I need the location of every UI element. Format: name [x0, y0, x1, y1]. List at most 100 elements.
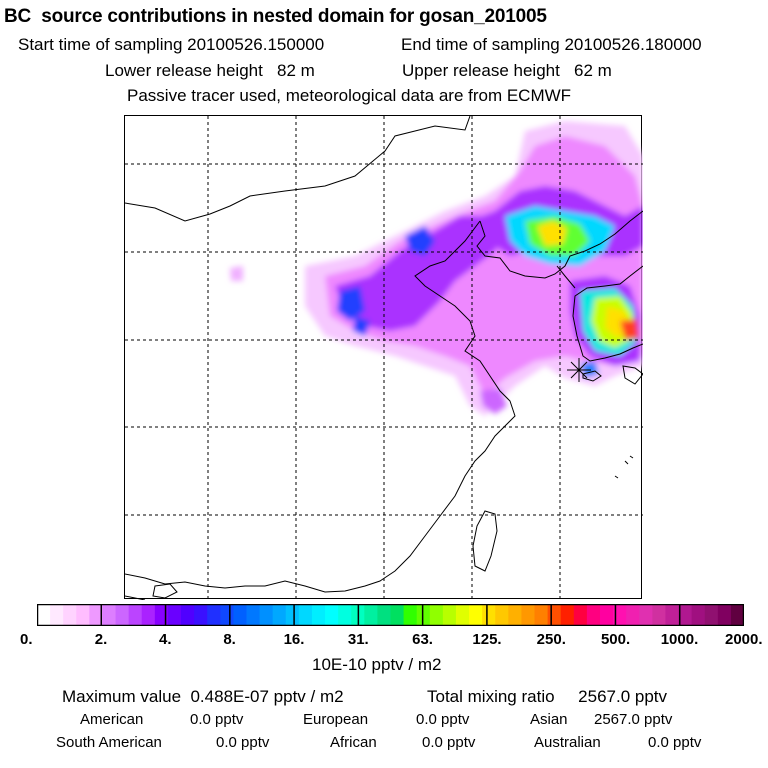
lower-release-height: Lower release height 82 m: [105, 61, 315, 80]
upper-release-height: Upper release height 62 m: [402, 61, 612, 80]
colorbar-svg: [36, 603, 745, 627]
asian-label: Asian: [530, 711, 568, 728]
colorbar-tick-label: 63.: [412, 631, 433, 648]
colorbar-cell: [285, 604, 300, 626]
colorbar-cell: [233, 604, 247, 626]
colorbar-cell: [573, 604, 588, 626]
colorbar-tick-label: 2000.: [725, 631, 763, 648]
map-canvas: [125, 116, 643, 600]
colorbar-cell: [298, 604, 313, 626]
colorbar-cell: [416, 604, 431, 626]
american-value: 0.0 pptv: [190, 711, 244, 728]
colorbar-cell: [586, 604, 601, 626]
plot-title: BC source contributions in nested domain…: [4, 6, 547, 27]
colorbar-cell: [272, 604, 287, 626]
release-site-star-icon: [567, 358, 591, 382]
taiwan: [472, 510, 498, 572]
colorbar-cell: [246, 604, 261, 626]
start-time: Start time of sampling 20100526.150000: [18, 35, 325, 54]
colorbar-cell: [311, 604, 326, 626]
colorbar-cell: [403, 604, 418, 626]
plume-blue: [337, 226, 435, 336]
colorbar-tick-label: 31.: [347, 631, 369, 648]
colorbar-cell: [691, 604, 706, 626]
source-contribution-map: [124, 115, 643, 600]
coastlines: [125, 116, 643, 600]
colorbar-cell: [429, 604, 444, 626]
colorbar-tick-label: 8.: [223, 631, 236, 648]
max-value: Maximum value 0.488E-07 pptv / m2: [62, 687, 344, 706]
american-label: American: [80, 711, 144, 728]
hainan: [152, 583, 178, 599]
colorbar-cell: [63, 604, 77, 626]
african-value: 0.0 pptv: [422, 734, 476, 751]
colorbar-unit-label: 10E-10 pptv / m2: [312, 655, 442, 674]
coastline-bohai: [476, 210, 643, 279]
colorbar-cell: [639, 604, 653, 626]
colorbar-cell: [652, 604, 666, 626]
african-label: African: [330, 734, 377, 751]
colorbar-cell: [194, 604, 208, 626]
grid: [125, 116, 643, 600]
colorbar-border: [36, 603, 745, 627]
colorbar-cell: [50, 604, 64, 626]
colorbar-cell: [167, 604, 182, 626]
colorbar-cell: [89, 604, 103, 626]
australian-label: Australian: [534, 734, 601, 751]
colorbar-cell: [678, 604, 693, 626]
plume-speck: [230, 266, 243, 281]
colorbar-cell: [534, 604, 549, 626]
colorbar-cell: [181, 604, 195, 626]
coastline-north: [125, 116, 471, 222]
colorbar-cell: [495, 604, 509, 626]
colorbar-cell: [626, 604, 640, 626]
colorbar-cell: [154, 604, 169, 626]
colorbar-tick-label: 4.: [159, 631, 172, 648]
colorbar-cell: [482, 604, 496, 626]
colorbar-cell: [508, 604, 522, 626]
colorbar-cell: [37, 604, 51, 626]
colorbar-cell: [259, 604, 274, 626]
colorbar-cell: [207, 604, 221, 626]
colorbar-cell: [141, 604, 156, 626]
colorbar-tick-label: 1000.: [660, 631, 699, 648]
tracer-note: Passive tracer used, meteorological data…: [127, 86, 572, 105]
colorbar-cell: [338, 604, 352, 626]
colorbar-cell: [442, 604, 457, 626]
colorbar-cell: [455, 604, 470, 626]
colorbar-cell: [469, 604, 483, 626]
colorbar-tick-label: 2.: [94, 631, 108, 648]
australian-value: 0.0 pptv: [648, 734, 702, 751]
japan-kyushu: [622, 365, 643, 385]
colorbar-cell: [704, 604, 719, 626]
end-time: End time of sampling 20100526.180000: [401, 35, 702, 54]
ryukyu: [614, 455, 634, 479]
colorbar-cell: [76, 604, 90, 626]
colorbar-cell: [560, 604, 575, 626]
south-american-value: 0.0 pptv: [216, 734, 270, 751]
european-value: 0.0 pptv: [416, 711, 470, 728]
colorbar-tick-label: 125.: [472, 631, 502, 648]
asian-value: 2567.0 pptv: [594, 711, 673, 728]
colorbar: [36, 603, 745, 627]
colorbar-cell: [220, 604, 234, 626]
colorbar-cell: [102, 604, 117, 626]
coastline-korea: [572, 265, 643, 362]
colorbar-cell: [730, 604, 745, 626]
colorbar-cell: [547, 604, 562, 626]
european-label: European: [303, 711, 369, 728]
jeju: [582, 370, 602, 382]
colorbar-cell: [613, 604, 627, 626]
colorbar-tick-label: 500.: [600, 631, 631, 648]
colorbar-cell: [599, 604, 614, 626]
colorbar-cell: [377, 604, 391, 626]
concentration-field: [230, 121, 643, 416]
colorbar-cell: [390, 604, 405, 626]
plume-yellow: [537, 221, 630, 338]
south-american-label: South American: [56, 734, 162, 751]
colorbar-tick-label: 250.: [536, 631, 566, 648]
colorbar-cell: [364, 604, 378, 626]
colorbar-cell: [717, 604, 732, 626]
plume-violet: [335, 216, 505, 331]
coastline-china: [125, 220, 516, 593]
